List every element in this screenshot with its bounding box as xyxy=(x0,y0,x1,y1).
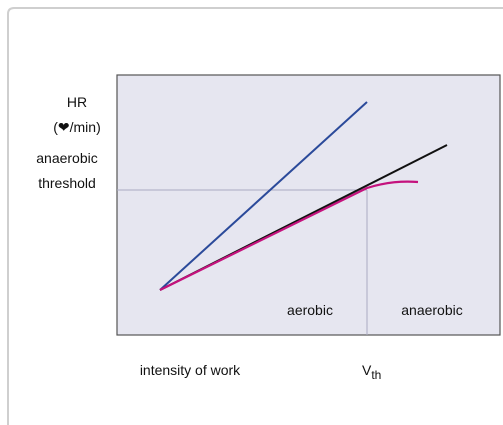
threshold-label: threshold xyxy=(38,175,96,191)
threshold-label: anaerobic xyxy=(36,150,98,166)
threshold-sub: th xyxy=(371,368,381,382)
zone-label: anaerobic xyxy=(401,302,463,318)
y-axis-title: HR xyxy=(67,94,87,110)
zone-label: aerobic xyxy=(287,302,333,318)
frame xyxy=(7,7,503,425)
blue-line xyxy=(159,101,368,291)
threshold-symbol: Vth xyxy=(362,362,381,382)
magenta-curve xyxy=(159,180,419,291)
x-axis-title: intensity of work xyxy=(140,362,241,378)
y-axis-unit: (❤/min) xyxy=(53,119,101,135)
plot-area xyxy=(116,74,501,336)
threshold-main: V xyxy=(362,362,372,378)
